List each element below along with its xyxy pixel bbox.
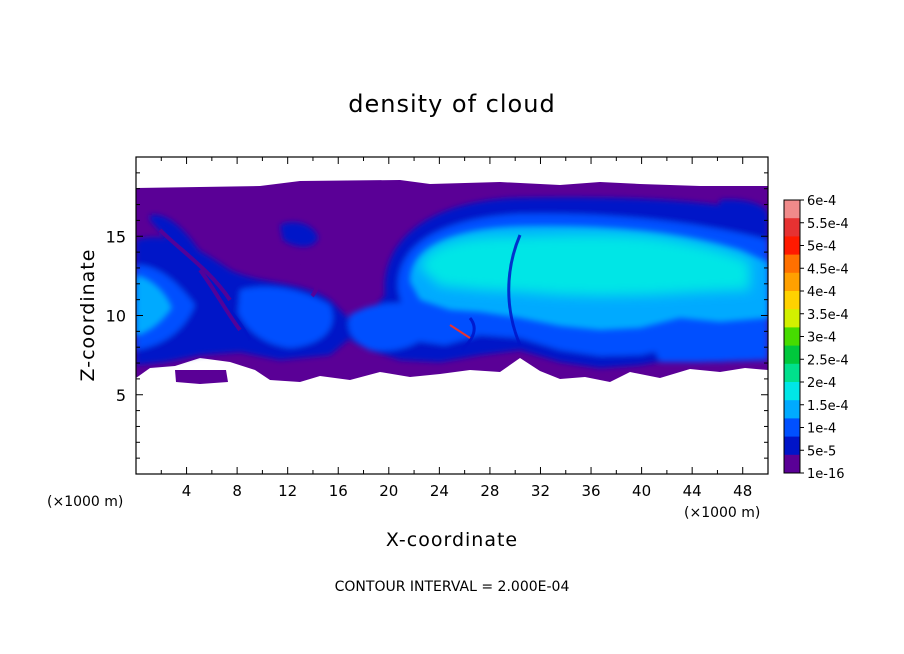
x-tick-label: 48 — [733, 482, 752, 500]
y-tick-label: 5 — [116, 386, 126, 405]
y-tick-label: 15 — [106, 227, 126, 246]
colorbar-swatch — [784, 382, 800, 401]
colorbar-label: 5e-4 — [807, 240, 836, 255]
x-tick-label: 4 — [182, 482, 192, 500]
x-tick-label: 20 — [379, 482, 398, 500]
colorbar: 6e-4 5.5e-4 5e-4 4.5e-4 4e-4 3.5e-4 3e-4 2.5e-4… — [783, 194, 849, 482]
colorbar-swatch — [784, 254, 800, 274]
colorbar-swatch — [784, 309, 800, 328]
colorbar-label: 1e-4 — [807, 422, 836, 437]
colorbar-label: 3.5e-4 — [807, 308, 849, 323]
x-ticks: 4 8 12 16 20 24 28 32 36 40 44 48 — [160, 157, 752, 500]
colorbar-label: 3e-4 — [807, 331, 836, 346]
colorbar-label: 5.5e-4 — [807, 217, 849, 232]
density-field — [136, 180, 768, 384]
chart-title: density of cloud — [348, 90, 555, 118]
x-unit-right: (×1000 m) — [684, 505, 760, 521]
colorbar-swatch — [784, 400, 800, 419]
colorbar-label: 1.5e-4 — [807, 399, 849, 414]
contour-interval-footer: CONTOUR INTERVAL = 2.000E-04 — [335, 579, 570, 595]
colorbar-swatch — [784, 454, 800, 474]
x-tick-label: 16 — [329, 482, 348, 500]
x-axis-label: X-coordinate — [386, 529, 518, 551]
colorbar-swatch — [784, 436, 800, 456]
y-tick-label: 10 — [106, 307, 126, 326]
colorbar-label: 2.5e-4 — [807, 353, 849, 368]
x-tick-label: 32 — [531, 482, 550, 500]
colorbar-swatch — [784, 345, 800, 365]
x-tick-label: 40 — [632, 482, 651, 500]
colorbar-label: 4.5e-4 — [807, 262, 849, 277]
x-tick-label: 24 — [430, 482, 449, 500]
colorbar-label: 2e-4 — [807, 376, 836, 391]
colorbar-swatch — [784, 236, 800, 256]
colorbar-label: 5e-5 — [807, 444, 836, 459]
y-ticks: 5 10 15 — [106, 172, 768, 459]
x-tick-label: 44 — [683, 482, 702, 500]
colorbar-swatch — [784, 272, 800, 292]
x-tick-label: 12 — [278, 482, 297, 500]
colorbar-swatch — [784, 363, 800, 383]
colorbar-swatch — [784, 200, 800, 219]
colorbar-swatch — [784, 291, 800, 310]
x-tick-label: 36 — [581, 482, 600, 500]
y-axis-label: Z-coordinate — [77, 249, 99, 382]
colorbar-swatch — [784, 327, 800, 347]
x-tick-label: 28 — [480, 482, 499, 500]
colorbar-label: 4e-4 — [807, 285, 836, 300]
colorbar-label: 1e-16 — [807, 467, 845, 482]
x-unit-left: (×1000 m) — [47, 494, 123, 510]
colorbar-label: 6e-4 — [807, 194, 836, 209]
colorbar-swatch — [784, 218, 800, 237]
x-tick-label: 8 — [232, 482, 242, 500]
colorbar-swatch — [784, 418, 800, 438]
